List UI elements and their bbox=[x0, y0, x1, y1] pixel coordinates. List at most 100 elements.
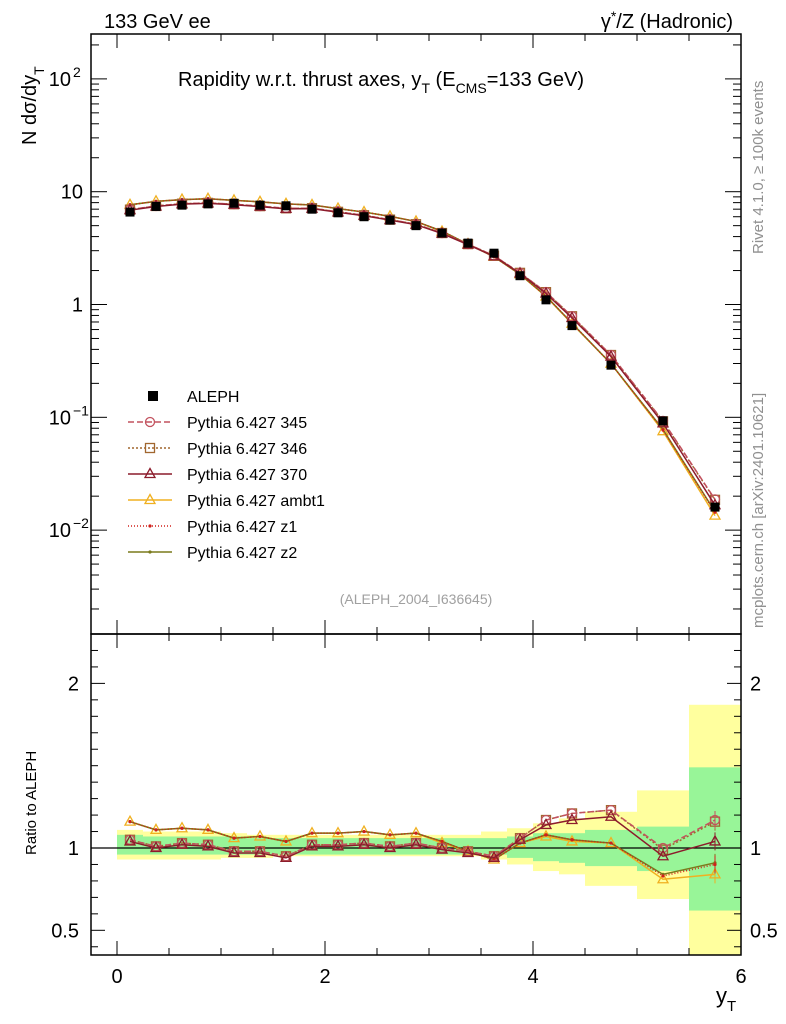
band-inner-bin bbox=[143, 836, 169, 855]
data-point bbox=[125, 207, 135, 217]
band-inner-bin bbox=[403, 838, 429, 855]
ratio-point bbox=[123, 834, 137, 846]
legend: ALEPH Pythia 6.427 345 Pythia 6.427 346 Pyt… bbox=[128, 389, 325, 562]
ratio-point bbox=[128, 820, 132, 824]
band-inner-bin bbox=[351, 838, 377, 855]
data-point bbox=[151, 201, 161, 211]
ratio-point bbox=[227, 846, 241, 858]
y-axis-label: N dσ/dyT bbox=[19, 66, 47, 145]
ratio-point bbox=[513, 832, 527, 844]
ratio-point bbox=[149, 841, 163, 853]
analysis-watermark: (ALEPH_2004_I636645) bbox=[340, 591, 493, 607]
legend-entry: Pythia 6.427 z2 bbox=[128, 545, 297, 562]
series-line bbox=[129, 198, 716, 513]
band-inner-bin bbox=[195, 836, 221, 855]
y-tick-label: 1 bbox=[72, 295, 83, 317]
ratio-point bbox=[279, 851, 293, 863]
x-tick-label: 2 bbox=[319, 966, 330, 988]
ratio-line bbox=[129, 815, 716, 859]
ratio-tick-label-left: 1 bbox=[68, 838, 79, 860]
series-point bbox=[708, 508, 722, 520]
y-tick-label: 10 bbox=[49, 69, 71, 91]
header-right-rest: /Z (Hadronic) bbox=[616, 11, 733, 33]
ratio-point bbox=[605, 804, 617, 816]
ratio-plot-frame bbox=[90, 633, 742, 956]
ratio-point bbox=[609, 841, 613, 845]
y-tick-label: 10 bbox=[49, 407, 71, 429]
ratio-point bbox=[310, 831, 314, 835]
data-point bbox=[658, 416, 668, 426]
ratio-point bbox=[201, 823, 215, 835]
ratio-point bbox=[201, 839, 215, 851]
data-point bbox=[203, 199, 213, 209]
ratio-tick-label-right: 2 bbox=[750, 673, 761, 695]
series-aleph bbox=[125, 198, 720, 512]
ratio-point bbox=[175, 837, 189, 849]
x-tick-label: 0 bbox=[111, 966, 122, 988]
legend-label: Pythia 6.427 345 bbox=[187, 415, 307, 432]
ratio-point bbox=[357, 837, 371, 849]
data-point bbox=[541, 295, 551, 305]
data-point bbox=[710, 502, 720, 512]
legend-entry-aleph: ALEPH bbox=[148, 389, 239, 406]
ratio-point bbox=[357, 824, 371, 836]
ratio-point bbox=[657, 842, 669, 854]
data-point bbox=[255, 200, 265, 210]
data-point bbox=[606, 360, 616, 370]
legend-entry: Pythia 6.427 ambt1 bbox=[128, 493, 325, 510]
legend-marker bbox=[148, 550, 152, 554]
data-point bbox=[177, 200, 187, 210]
chart-title-open: (E bbox=[430, 69, 456, 91]
main-plot-frame bbox=[90, 33, 742, 635]
chart-title-sub-cms: CMS bbox=[456, 80, 487, 96]
data-point bbox=[437, 228, 447, 238]
ratio-point bbox=[539, 818, 553, 830]
legend-entry: Pythia 6.427 z1 bbox=[128, 519, 297, 536]
y-tick-label: 10 bbox=[61, 182, 83, 204]
legend-label: Pythia 6.427 z1 bbox=[187, 519, 297, 536]
band-inner-bin bbox=[481, 838, 507, 855]
series-point bbox=[661, 428, 665, 432]
data-point bbox=[411, 221, 421, 231]
ratio-point bbox=[604, 836, 618, 848]
ratio-line bbox=[129, 809, 716, 858]
y-axis-label-sub: T bbox=[31, 66, 47, 75]
x-tick-label: 4 bbox=[527, 966, 538, 988]
data-point bbox=[307, 204, 317, 214]
legend-marker bbox=[148, 391, 158, 401]
ratio-point bbox=[409, 826, 423, 838]
ratio-tick-label-right: 1 bbox=[750, 838, 761, 860]
legend-label: Pythia 6.427 370 bbox=[187, 467, 307, 484]
ratio-point bbox=[661, 874, 665, 878]
ratio-point bbox=[388, 833, 392, 837]
ratio-point bbox=[154, 828, 158, 832]
ratio-point bbox=[253, 829, 267, 841]
data-point bbox=[567, 321, 577, 331]
ratio-point bbox=[206, 828, 210, 832]
ratio-tick-label-left: 0.5 bbox=[51, 920, 79, 942]
y-tick-exponent: −2 bbox=[73, 515, 89, 531]
ratio-point bbox=[656, 872, 670, 884]
mcplots-reference: mcplots.cern.ch [arXiv:2401.10621] bbox=[750, 393, 767, 628]
x-tick-label: 6 bbox=[735, 966, 746, 988]
y-tick-exponent: −1 bbox=[73, 402, 89, 418]
chart-title: Rapidity w.r.t. thrust axes, yT (ECMS=13… bbox=[178, 69, 584, 96]
data-point bbox=[333, 208, 343, 218]
data-point bbox=[489, 248, 499, 258]
ratio-point bbox=[284, 839, 288, 844]
ratio-point bbox=[383, 841, 397, 853]
ratio-point bbox=[461, 846, 475, 858]
x-axis-label-sub: T bbox=[727, 998, 736, 1015]
ratio-point bbox=[656, 849, 670, 861]
ratio-point bbox=[258, 834, 262, 839]
data-point bbox=[515, 271, 525, 281]
ratio-point bbox=[440, 839, 444, 844]
header-left: 133 GeV ee bbox=[104, 11, 211, 33]
y-tick-exponent: 2 bbox=[73, 64, 81, 80]
series-layer bbox=[123, 191, 722, 884]
ratio-point bbox=[435, 842, 449, 854]
legend-label: Pythia 6.427 346 bbox=[187, 441, 307, 458]
band-inner-bin bbox=[169, 836, 195, 855]
series-pythia-6-427-z1 bbox=[128, 197, 717, 878]
